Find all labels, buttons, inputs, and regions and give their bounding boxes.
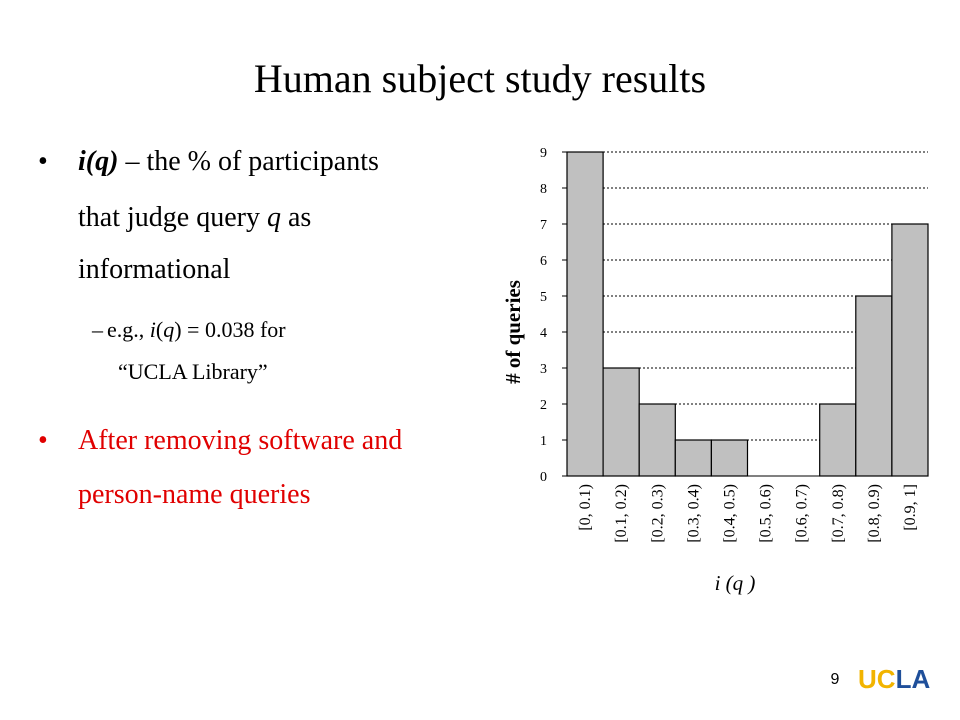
sub-bullet-line: “UCLA Library” bbox=[118, 359, 268, 384]
y-tick-label: 6 bbox=[540, 254, 547, 269]
bullet-line: After removing software and bbox=[78, 425, 402, 456]
bar bbox=[891, 223, 929, 477]
y-tick-label: 3 bbox=[540, 362, 547, 377]
logo-part: LA bbox=[896, 664, 931, 694]
sub-bullet-line: – e.g., i(q) = 0.038 for bbox=[91, 317, 286, 342]
x-tick-label: [0, 0.1) bbox=[577, 484, 594, 531]
bar bbox=[602, 367, 640, 477]
x-tick-label: [0.3, 0.4) bbox=[685, 484, 702, 543]
slide-title: Human subject study results bbox=[254, 56, 706, 101]
logo-part: UC bbox=[858, 664, 896, 694]
text-run: as bbox=[281, 202, 311, 233]
y-axis-title: # of queries bbox=[501, 280, 525, 384]
x-tick-label: [0.5, 0.6) bbox=[758, 484, 775, 543]
bar bbox=[674, 439, 712, 477]
x-axis-title: i (q ) bbox=[715, 571, 756, 595]
text-run: i(q) bbox=[78, 146, 118, 177]
text-run: – bbox=[91, 317, 104, 342]
x-tick-label: [0.9, 1] bbox=[902, 484, 919, 531]
x-tick-label: [0.6, 0.7) bbox=[794, 484, 811, 543]
x-tick-label: [0.4, 0.5) bbox=[721, 484, 738, 543]
bar bbox=[855, 295, 893, 477]
bar bbox=[710, 439, 749, 477]
text-run: that judge query bbox=[78, 202, 267, 233]
y-tick-label: 2 bbox=[540, 398, 547, 413]
bullet-dot: • bbox=[38, 425, 48, 456]
text-run: e.g., bbox=[107, 317, 150, 342]
y-tick-label: 9 bbox=[540, 146, 547, 161]
bullet-line: informational bbox=[78, 254, 231, 285]
y-tick-label: 7 bbox=[540, 218, 547, 233]
y-tick-label: 5 bbox=[540, 290, 547, 305]
text-run: q bbox=[163, 317, 174, 342]
bullet-line: that judge query q as bbox=[78, 202, 311, 233]
y-tick-label: 8 bbox=[540, 182, 547, 197]
text-run: i bbox=[150, 317, 156, 342]
y-tick-label: 4 bbox=[540, 326, 547, 341]
bar bbox=[638, 403, 676, 477]
logo: UCLA bbox=[858, 664, 930, 694]
x-tick-label: [0.1, 0.2) bbox=[613, 484, 630, 543]
x-tick-label: [0.2, 0.3) bbox=[649, 484, 666, 543]
bar bbox=[819, 403, 857, 477]
x-tick-label: [0.7, 0.8) bbox=[830, 484, 847, 543]
text-run: – the % of participants bbox=[118, 146, 378, 177]
bullet-line: i(q) – the % of participants bbox=[78, 146, 379, 177]
bullet-dot: • bbox=[38, 146, 48, 177]
text-run: q bbox=[267, 202, 281, 233]
text-run: ) = 0.038 for bbox=[174, 317, 286, 342]
y-tick-label: 1 bbox=[540, 434, 547, 449]
bar bbox=[566, 151, 604, 477]
page-number: 9 bbox=[831, 671, 840, 688]
x-tick-label: [0.8, 0.9) bbox=[866, 484, 883, 543]
text-run: ( bbox=[156, 317, 163, 342]
bullet-line: person-name queries bbox=[78, 479, 310, 510]
y-tick-label: 0 bbox=[540, 470, 547, 485]
